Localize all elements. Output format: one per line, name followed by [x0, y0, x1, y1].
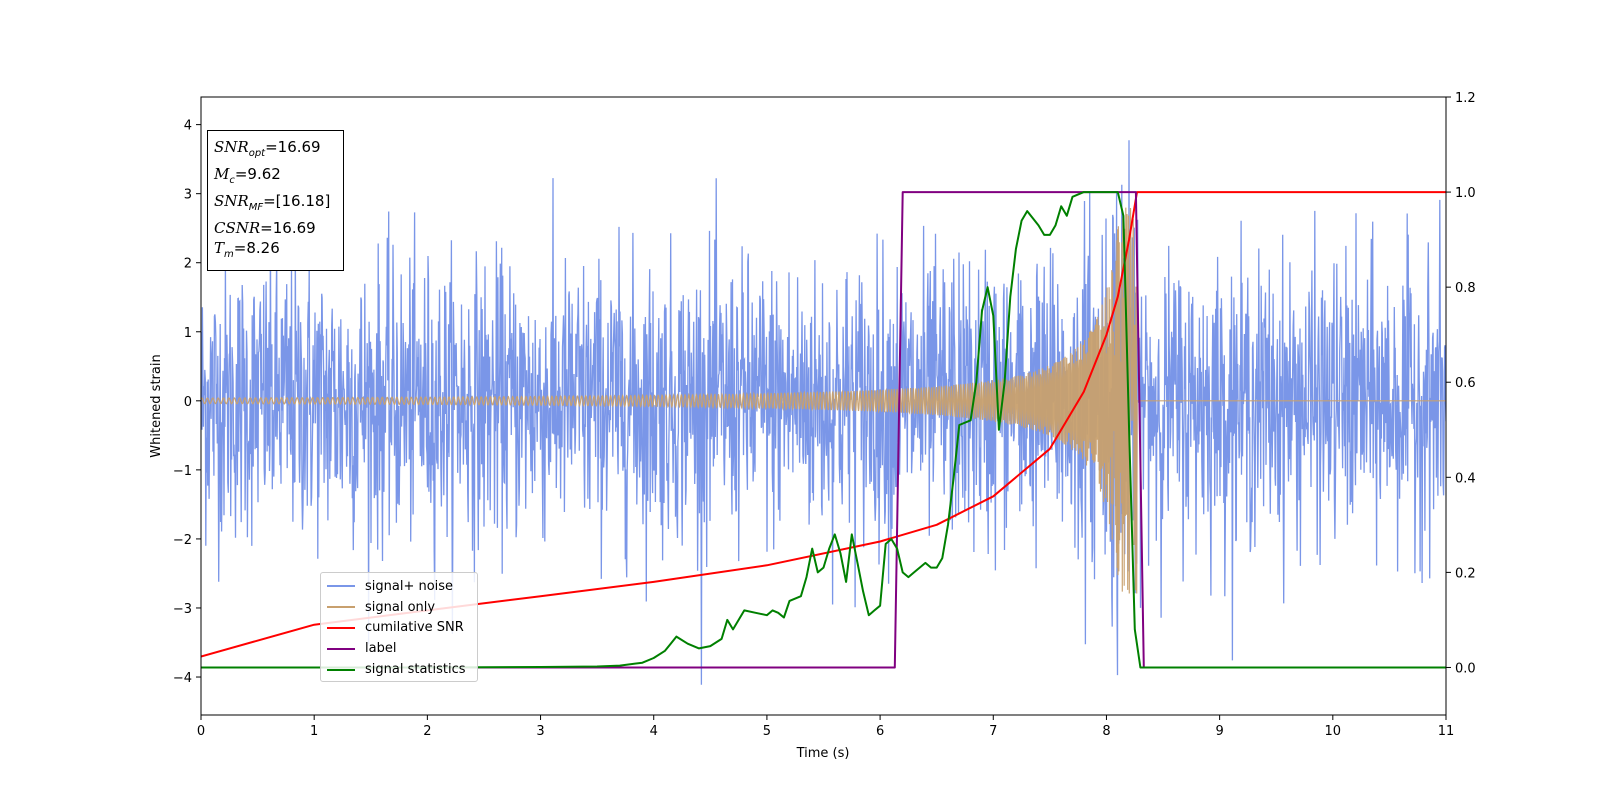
legend-swatch	[327, 585, 355, 588]
y-tick-label: −1	[173, 464, 192, 479]
series-signal-noise	[201, 140, 1446, 685]
legend-item: signal statistics	[327, 659, 471, 680]
legend-label: label	[365, 641, 397, 657]
legend-label: cumilative SNR	[365, 620, 464, 636]
x-tick-label: 1	[310, 724, 318, 739]
legend-item: cumilative SNR	[327, 618, 471, 639]
x-tick-label: 4	[650, 724, 658, 739]
y2-tick-label: 1.2	[1455, 91, 1476, 106]
x-tick-label: 2	[423, 724, 431, 739]
legend-swatch	[327, 647, 355, 650]
legend-item: label	[327, 638, 471, 659]
x-axis-label: Time (s)	[796, 746, 850, 761]
stat-line: SNRMF=[16.18]	[214, 192, 331, 213]
stat-line: Mc=9.62	[214, 165, 281, 186]
y-tick-label: −3	[173, 602, 192, 617]
x-axis: 0 1 2 3 4 5 6 7 8 9 10 11	[197, 715, 1454, 739]
y2-tick-label: 1.0	[1455, 186, 1476, 201]
x-tick-label: 8	[1102, 724, 1110, 739]
series-layer	[201, 140, 1446, 685]
y-tick-label: 2	[184, 257, 192, 272]
y-tick-label: 3	[184, 188, 192, 203]
y-tick-label: 1	[184, 326, 192, 341]
plot-frame	[200, 96, 1447, 716]
legend-swatch	[327, 668, 355, 671]
y-axis-label: Whitened strain	[149, 354, 164, 457]
x-tick-label: 7	[989, 724, 997, 739]
legend-swatch	[327, 606, 355, 609]
stats-annotation-box: SNRopt=16.69 Mc=9.62 SNRMF=[16.18] CSNR=16.…	[207, 130, 344, 271]
x-tick-label: 0	[197, 724, 205, 739]
y2-tick-label: 0.0	[1455, 661, 1476, 676]
y-axis-right: 1.2 1.0 0.8 0.6 0.4 0.2 0.0	[1446, 91, 1476, 676]
series-signal-statistics	[201, 191, 1446, 669]
y-tick-label: −2	[173, 533, 192, 548]
legend-item: signal+ noise	[327, 576, 471, 597]
x-tick-label: 3	[536, 724, 544, 739]
stat-line: Tm=8.26	[214, 239, 280, 260]
series-signal-only	[201, 207, 1446, 594]
y2-tick-label: 0.4	[1455, 471, 1476, 486]
legend-swatch	[327, 626, 355, 629]
stat-line: SNRopt=16.69	[214, 138, 321, 159]
y-tick-label: 4	[184, 119, 192, 134]
legend-label: signal statistics	[365, 662, 466, 678]
legend-label: signal only	[365, 599, 436, 615]
stat-line: CSNR=16.69	[214, 219, 316, 237]
y2-tick-label: 0.8	[1455, 281, 1476, 296]
x-tick-label: 11	[1438, 724, 1455, 739]
x-tick-label: 9	[1215, 724, 1223, 739]
legend-label: signal+ noise	[365, 578, 454, 594]
x-tick-label: 5	[763, 724, 771, 739]
y-tick-label: −4	[173, 671, 192, 686]
x-tick-label: 6	[876, 724, 884, 739]
y-tick-label: 0	[184, 395, 192, 410]
legend: signal+ noise signal only cumilative SNR la…	[320, 572, 478, 682]
x-tick-label: 10	[1325, 724, 1342, 739]
legend-item: signal only	[327, 597, 471, 618]
y2-tick-label: 0.2	[1455, 566, 1476, 581]
y2-tick-label: 0.6	[1455, 376, 1476, 391]
series-cumulative-snr	[201, 191, 1446, 658]
y-axis-left: 4 3 2 1 0 −1 −2 −3 −4	[173, 119, 201, 686]
